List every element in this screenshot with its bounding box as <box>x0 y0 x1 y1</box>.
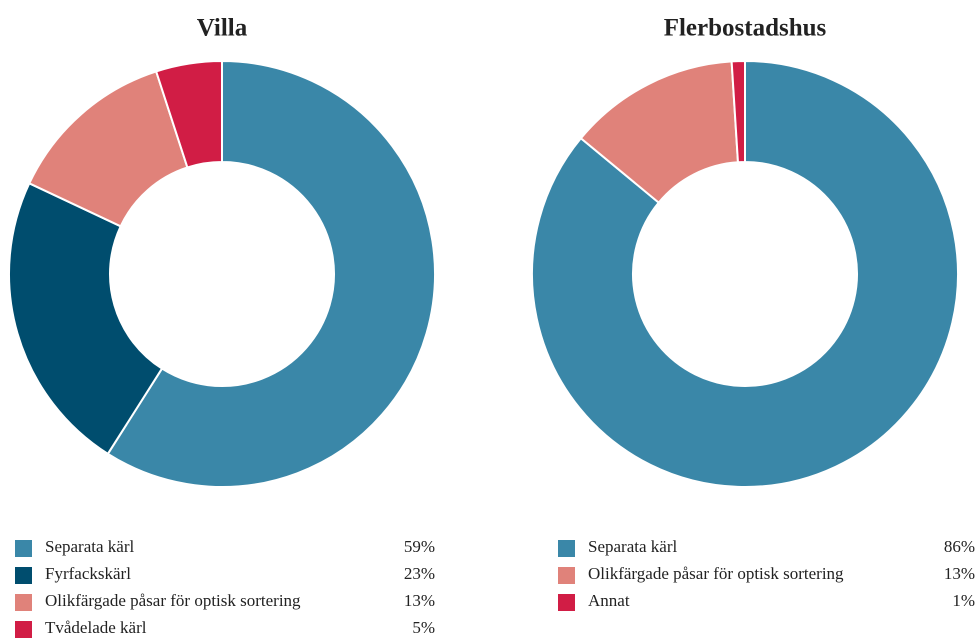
legend-label: Separata kärl <box>588 537 677 556</box>
donut-slice <box>106 59 436 488</box>
legend-value: 13% <box>944 564 975 583</box>
legend-swatch <box>15 621 32 638</box>
legend-value: 1% <box>952 591 975 610</box>
legend-label: Annat <box>588 591 630 610</box>
chart-title: Villa <box>197 15 248 42</box>
legend-value: 23% <box>404 564 435 583</box>
legend-swatch <box>558 567 575 584</box>
legend-swatch <box>15 594 32 611</box>
legend-label: Separata kärl <box>45 537 134 556</box>
legend-swatch <box>15 567 32 584</box>
legend-swatch <box>558 540 575 557</box>
legend-label: Olikfärgade påsar för optisk sortering <box>588 564 844 583</box>
legend-swatch <box>15 540 32 557</box>
legend-label: Olikfärgade påsar för optisk sortering <box>45 591 301 610</box>
donut-slice <box>730 59 746 164</box>
legend-value: 86% <box>944 537 975 556</box>
legend-value: 13% <box>404 591 435 610</box>
chart-title: Flerbostadshus <box>664 15 827 42</box>
legend-value: 59% <box>404 537 435 556</box>
donut-slice <box>8 181 164 456</box>
donut-slice <box>154 59 223 169</box>
legend-label: Fyrfackskärl <box>45 564 131 583</box>
donut-slice <box>531 59 959 488</box>
legend-label: Tvådelade kärl <box>45 618 147 637</box>
legend-value: 5% <box>412 618 435 637</box>
legend-swatch <box>558 594 575 611</box>
